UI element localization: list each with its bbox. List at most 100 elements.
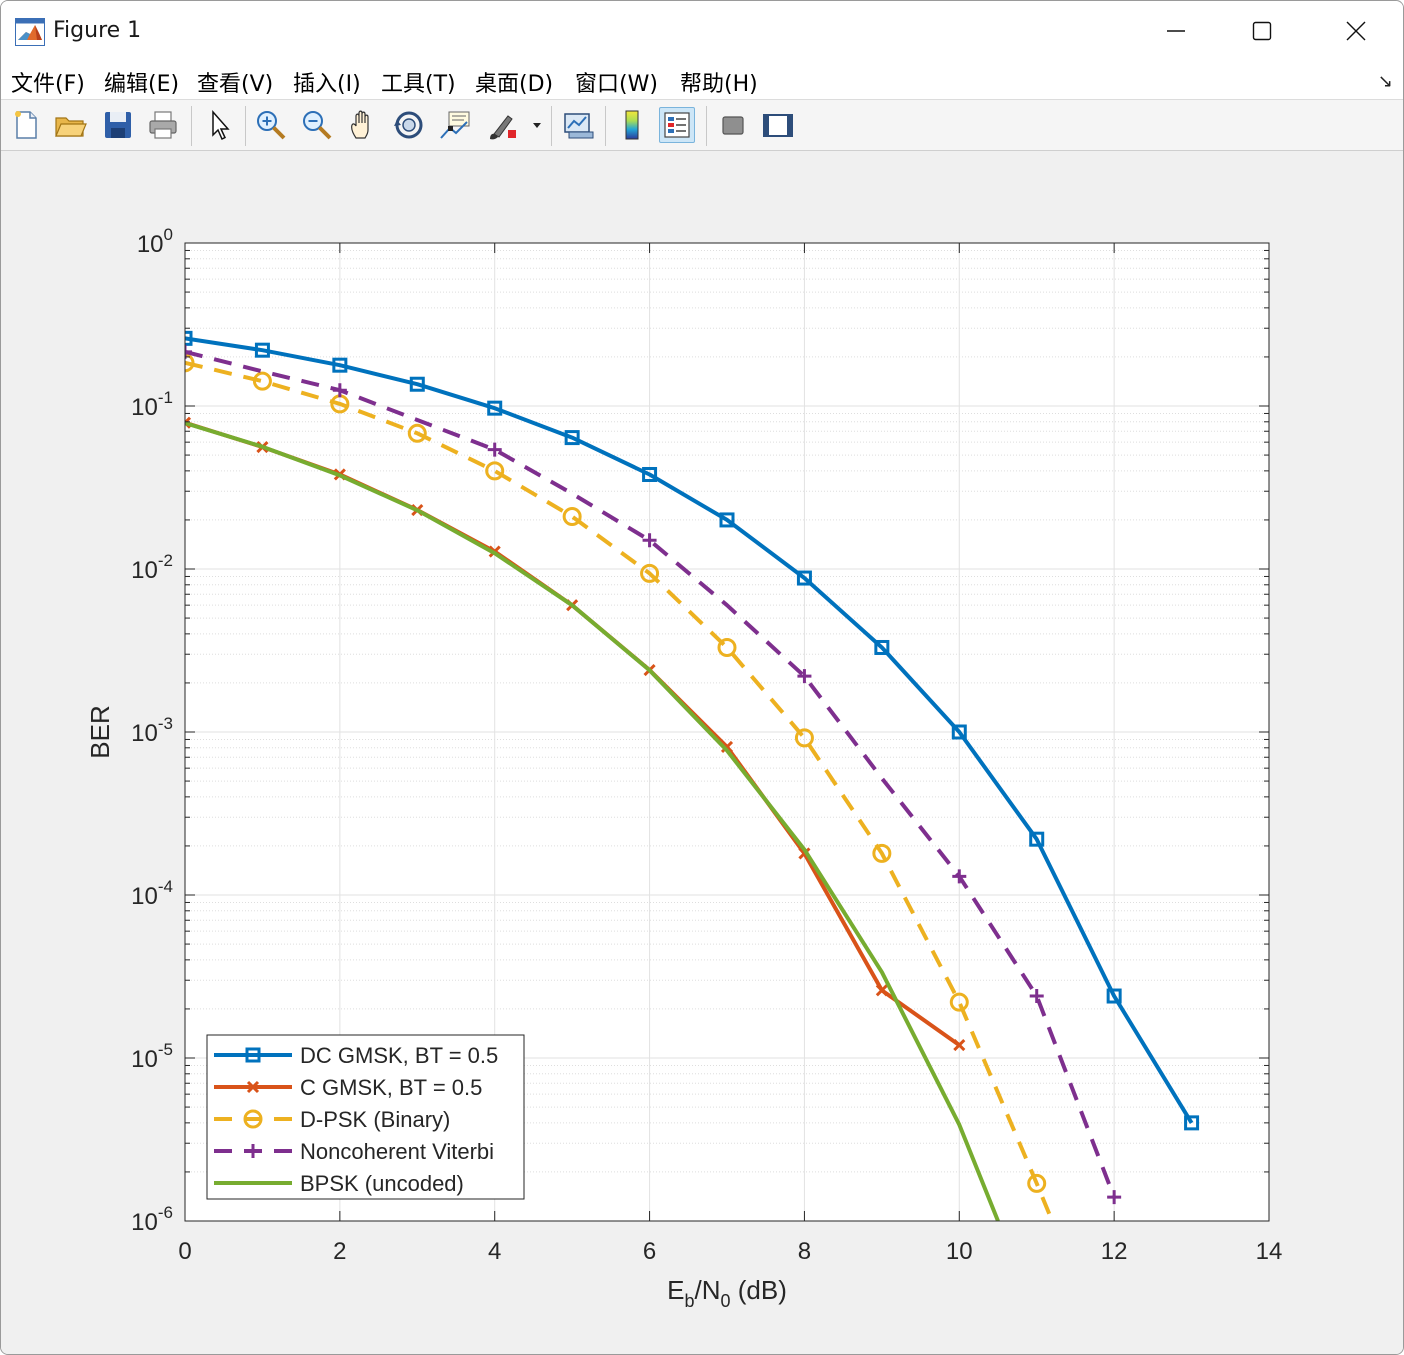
legend-entry[interactable]: BPSK (uncoded) xyxy=(214,1171,464,1196)
x-tick-label: 2 xyxy=(333,1238,346,1265)
pan-button[interactable] xyxy=(346,108,380,142)
x-tick-label: 10 xyxy=(946,1238,973,1265)
series-4[interactable] xyxy=(178,344,1122,1205)
zoom-in-button[interactable] xyxy=(254,108,288,142)
link-plot-button[interactable] xyxy=(561,108,595,142)
data-point-circle xyxy=(185,353,195,373)
colorbar-icon xyxy=(625,110,639,140)
minimize-button[interactable] xyxy=(1153,11,1199,51)
legend-entry[interactable]: D-PSK (Binary) xyxy=(214,1107,450,1132)
series-1[interactable] xyxy=(179,330,1200,1131)
x-tick-label: 12 xyxy=(1101,1238,1128,1265)
menu-window[interactable]: 窗口(W) xyxy=(575,72,658,97)
data-point-plus xyxy=(952,869,967,884)
toolbar-separator xyxy=(551,106,552,146)
y-tick-label: 10-2 xyxy=(131,551,173,584)
rotate-3d-icon xyxy=(394,111,423,139)
maximize-icon xyxy=(1252,21,1272,41)
x-tick-label: 6 xyxy=(643,1238,656,1265)
zoom-out-button[interactable] xyxy=(300,108,334,142)
y-axis-label: BER xyxy=(85,705,115,758)
data-point-plus xyxy=(185,344,192,359)
menu-edit[interactable]: 编辑(E) xyxy=(104,72,180,97)
y-tick-label: 10-1 xyxy=(131,388,173,421)
hide-plot-tools-button[interactable] xyxy=(716,108,750,142)
data-point-x xyxy=(720,740,734,753)
rotate-3d-button[interactable] xyxy=(392,108,426,142)
link-plot-icon xyxy=(564,113,594,139)
brush-dropdown-button[interactable] xyxy=(528,108,546,142)
legend-entry[interactable]: C GMSK, BT = 0.5 xyxy=(214,1075,482,1100)
legend-label: C GMSK, BT = 0.5 xyxy=(300,1075,482,1100)
data-point-square xyxy=(185,330,193,346)
show-plot-tools-button[interactable] xyxy=(761,108,795,142)
maximize-button[interactable] xyxy=(1239,11,1285,51)
data-point-square xyxy=(332,357,348,373)
data-point-plus xyxy=(487,442,502,457)
data-point-square xyxy=(409,376,425,392)
legend-button[interactable] xyxy=(659,107,695,143)
data-point-circle xyxy=(717,637,737,657)
data-point-circle xyxy=(252,371,272,391)
data-point-circle xyxy=(949,992,969,1012)
menu-insert[interactable]: 插入(I) xyxy=(293,72,361,97)
legend-entry[interactable]: Noncoherent Viterbi xyxy=(214,1139,494,1164)
new-figure-button[interactable] xyxy=(9,108,43,142)
pointer-button[interactable] xyxy=(202,108,236,142)
data-point-square xyxy=(254,342,270,358)
series-line[interactable] xyxy=(185,360,1055,1221)
data-point-square xyxy=(642,466,658,482)
ticks: 100 10-1 10-2 10-3 10-4 10-5 10-60 2 4 6 8 10 12 14 xyxy=(131,225,1282,1265)
data-point-square xyxy=(564,430,580,446)
save-icon xyxy=(105,112,131,138)
toolbar-separator xyxy=(191,106,192,146)
close-button[interactable] xyxy=(1333,11,1379,51)
pan-hand-icon xyxy=(351,110,369,139)
data-point-x xyxy=(953,1039,966,1052)
x-tick-label: 0 xyxy=(178,1238,191,1265)
toolbar-separator xyxy=(245,106,246,146)
colorbar-button[interactable] xyxy=(615,108,649,142)
data-cursor-icon xyxy=(440,111,470,139)
brush-dropdown-icon xyxy=(533,123,541,128)
hide-plot-tools-icon xyxy=(722,116,744,135)
data-point-circle xyxy=(243,1109,263,1129)
data-point-plus xyxy=(642,533,657,548)
y-tick-label: 100 xyxy=(137,225,173,258)
print-button[interactable] xyxy=(146,108,180,142)
menu-file[interactable]: 文件(F) xyxy=(11,72,85,97)
series-layer xyxy=(177,330,1200,1221)
save-button[interactable] xyxy=(101,108,135,142)
pointer-icon xyxy=(212,110,230,141)
brush-button[interactable] xyxy=(486,108,520,142)
series-5[interactable] xyxy=(185,421,1000,1221)
chart-svg[interactable]: 100 10-1 10-2 10-3 10-4 10-5 10-60 2 4 6 8 10 12 14 E… xyxy=(1,151,1403,1354)
legend-label: Noncoherent Viterbi xyxy=(300,1139,494,1164)
legend-entries: DC GMSK, BT = 0.5 C GMSK, BT = 0.5 D-PSK (… xyxy=(214,1043,498,1196)
series-line[interactable] xyxy=(185,421,1000,1221)
menu-bar: 文件(F) 编辑(E) 查看(V) 插入(I) 工具(T) 桌面(D) 窗口(W… xyxy=(1,61,1403,100)
series-3[interactable] xyxy=(177,353,1055,1221)
data-point-plus xyxy=(797,669,812,684)
data-point-square xyxy=(1106,988,1122,1004)
data-point-square xyxy=(719,512,735,528)
dock-arrow-icon[interactable]: ↘ xyxy=(1377,71,1393,92)
menu-desktop[interactable]: 桌面(D) xyxy=(475,72,554,97)
series-line[interactable] xyxy=(185,336,1194,1124)
open-file-button[interactable] xyxy=(53,108,87,142)
legend-icon xyxy=(664,112,690,138)
menu-view[interactable]: 查看(V) xyxy=(197,72,274,97)
data-point-circle xyxy=(562,506,582,526)
legend-entry[interactable]: DC GMSK, BT = 0.5 xyxy=(214,1043,498,1068)
data-point-circle xyxy=(1027,1173,1047,1193)
legend[interactable]: DC GMSK, BT = 0.5 C GMSK, BT = 0.5 D-PSK (… xyxy=(206,1034,525,1200)
show-plot-tools-icon xyxy=(763,114,793,137)
data-point-square xyxy=(245,1047,261,1063)
print-icon xyxy=(149,111,177,139)
menu-help[interactable]: 帮助(H) xyxy=(680,72,758,97)
close-icon xyxy=(1346,21,1366,41)
new-figure-icon xyxy=(15,111,37,139)
menu-tools[interactable]: 工具(T) xyxy=(381,72,456,97)
data-point-circle xyxy=(640,563,660,583)
data-cursor-button[interactable] xyxy=(438,108,472,142)
